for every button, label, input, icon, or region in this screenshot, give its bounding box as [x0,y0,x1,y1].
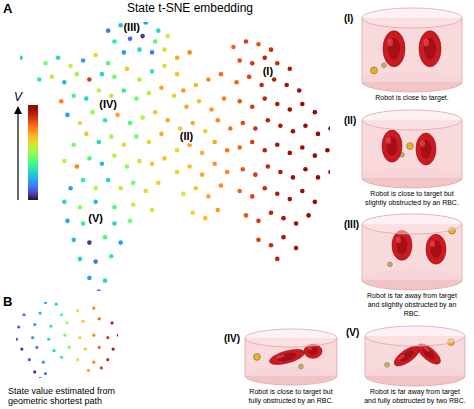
svg-text:Robot is far away from target: Robot is far away from target [370,388,460,396]
svg-text:(I): (I) [344,13,353,24]
svg-text:fully obstructed by an RBC.: fully obstructed by an RBC. [249,397,334,405]
svg-text:Robot is close to target but: Robot is close to target but [370,190,453,198]
svg-text:State t-SNE embedding: State t-SNE embedding [127,1,253,15]
svg-text:slightly obstructed by an RBC.: slightly obstructed by an RBC. [365,199,459,207]
svg-text:(I): (I) [263,65,274,77]
svg-text:State value estimated from: State value estimated from [8,386,115,396]
svg-text:(II): (II) [344,115,356,126]
svg-text:and fully obstructed by two RB: and fully obstructed by two RBC. [364,397,466,405]
svg-text:(III): (III) [123,21,140,33]
svg-text:(II): (II) [180,130,194,142]
svg-text:B: B [3,294,12,309]
svg-text:(V): (V) [346,327,359,338]
svg-text:(IV): (IV) [99,98,117,110]
svg-text:(III): (III) [344,219,359,230]
svg-text:(V): (V) [88,212,103,224]
svg-text:(IV): (IV) [224,333,240,344]
svg-text:Robot is close to target.: Robot is close to target. [375,94,449,102]
svg-text:and slightly obstructed by an: and slightly obstructed by an [368,301,457,309]
svg-text:V: V [14,90,23,104]
svg-text:RBC.: RBC. [404,310,421,317]
svg-text:geometric shortest path: geometric shortest path [8,396,102,406]
svg-text:Robot is far away from target: Robot is far away from target [367,292,457,300]
svg-text:A: A [3,1,13,16]
svg-text:Robot is close to target but: Robot is close to target but [249,388,332,396]
